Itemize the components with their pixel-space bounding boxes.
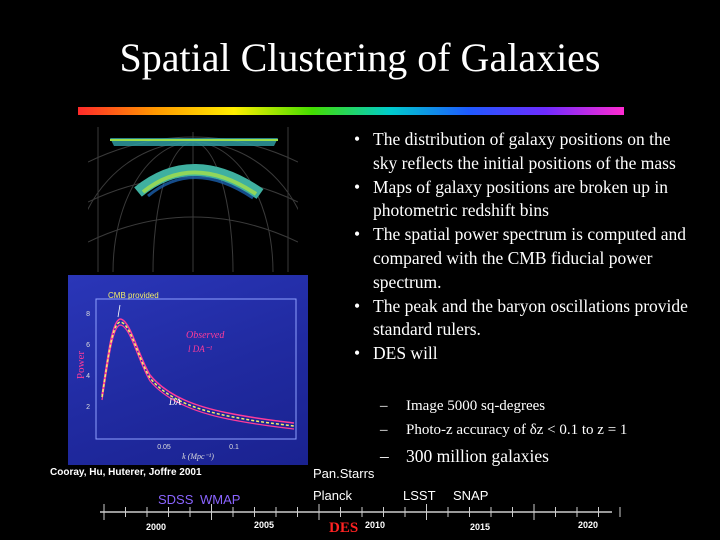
bullet-item: Maps of galaxy positions are broken up i…: [346, 176, 691, 224]
timeline-year-2015: 2015: [470, 522, 491, 532]
timeline-year-2000: 2000: [146, 522, 167, 532]
timeline-year-2010: 2010: [365, 520, 386, 530]
survey-label-des: DES: [329, 520, 359, 536]
survey-label-lsst: LSST: [403, 488, 436, 503]
x-tick-01: 0.1: [229, 444, 239, 451]
bullet-item: DES will: [346, 342, 691, 366]
plot-label-da: DA: [168, 397, 181, 407]
plot-label-observed-sub: l DA⁻¹: [188, 344, 212, 354]
power-spectrum-plot: Power 8 6 4 2 0.05 0.1 k (Mpc⁻¹) CMB pro…: [68, 275, 308, 465]
timeline-year-2020: 2020: [578, 520, 599, 530]
survey-label-panstarrs: Pan.Starrs: [313, 466, 375, 481]
rainbow-divider: [78, 107, 624, 115]
plot-label-cmb: CMB provided: [108, 291, 159, 300]
survey-label-snap: SNAP: [453, 488, 489, 503]
y-tick-2: 2: [86, 404, 90, 411]
sub-bullet-item: 300 million galaxies: [380, 442, 710, 470]
plot-ylabel: Power: [75, 351, 87, 379]
survey-label-sdss: SDSS: [158, 492, 194, 507]
sub-bullet-list: Image 5000 sq-degrees Photo-z accuracy o…: [380, 395, 710, 470]
survey-label-wmap: WMAP: [200, 492, 241, 507]
y-tick-8: 8: [86, 311, 90, 318]
sky-map-graphic: [88, 127, 298, 272]
bullet-item: The distribution of galaxy positions on …: [346, 128, 691, 176]
sub-bullet-item: Image 5000 sq-degrees: [380, 395, 710, 419]
timeline-year-2005: 2005: [254, 520, 275, 530]
galaxy-sky-map-image: [88, 122, 298, 272]
y-tick-6: 6: [86, 342, 90, 349]
bullet-item: The spatial power spectrum is computed a…: [346, 223, 691, 294]
y-tick-4: 4: [86, 373, 90, 380]
figure-credit: Cooray, Hu, Huterer, Joffre 2001: [50, 467, 202, 478]
sub-bullet-item: Photo-z accuracy of δz < 0.1 to z = 1: [380, 419, 710, 443]
plot-label-observed: Observed: [186, 330, 225, 341]
plot-xlabel: k (Mpc⁻¹): [182, 452, 214, 461]
survey-label-planck: Planck: [313, 488, 353, 503]
bullet-list: The distribution of galaxy positions on …: [346, 128, 691, 366]
slide-title: Spatial Clustering of Galaxies: [119, 35, 601, 80]
bullet-item: The peak and the baryon oscillations pro…: [346, 295, 691, 343]
x-tick-005: 0.05: [157, 444, 171, 451]
power-spectrum-graphic: Power 8 6 4 2 0.05 0.1 k (Mpc⁻¹) CMB pro…: [75, 291, 297, 461]
